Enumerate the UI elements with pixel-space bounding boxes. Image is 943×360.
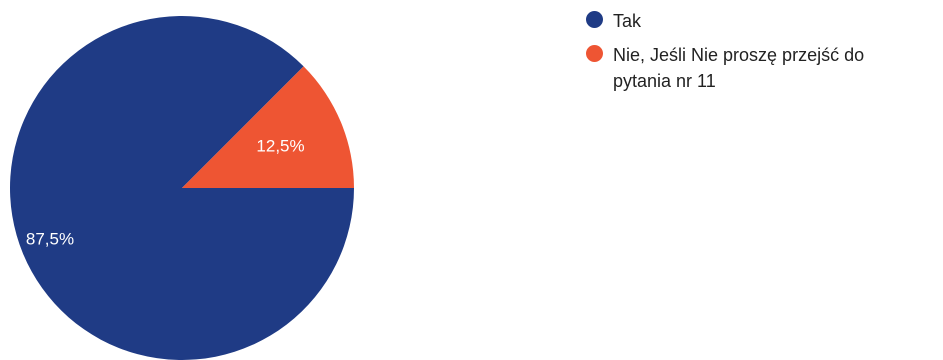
slice-data-label-tak: 87,5% <box>26 229 74 248</box>
chart-legend: Tak Nie, Jeśli Nie proszę przejść do pyt… <box>586 8 936 102</box>
legend-item-tak[interactable]: Tak <box>586 8 936 34</box>
slice-data-label-nie: 12,5% <box>256 137 304 156</box>
legend-label: Tak <box>613 11 642 31</box>
legend-item-nie[interactable]: Nie, Jeśli Nie proszę przejść do pytania… <box>586 42 936 94</box>
legend-dot-icon <box>586 45 603 62</box>
pie-slice-tak[interactable] <box>10 16 354 360</box>
legend-label: Nie, Jeśli Nie proszę przejść do pytania… <box>613 45 865 91</box>
pie-slice-nie[interactable] <box>182 66 354 188</box>
legend-dot-icon <box>586 11 603 28</box>
